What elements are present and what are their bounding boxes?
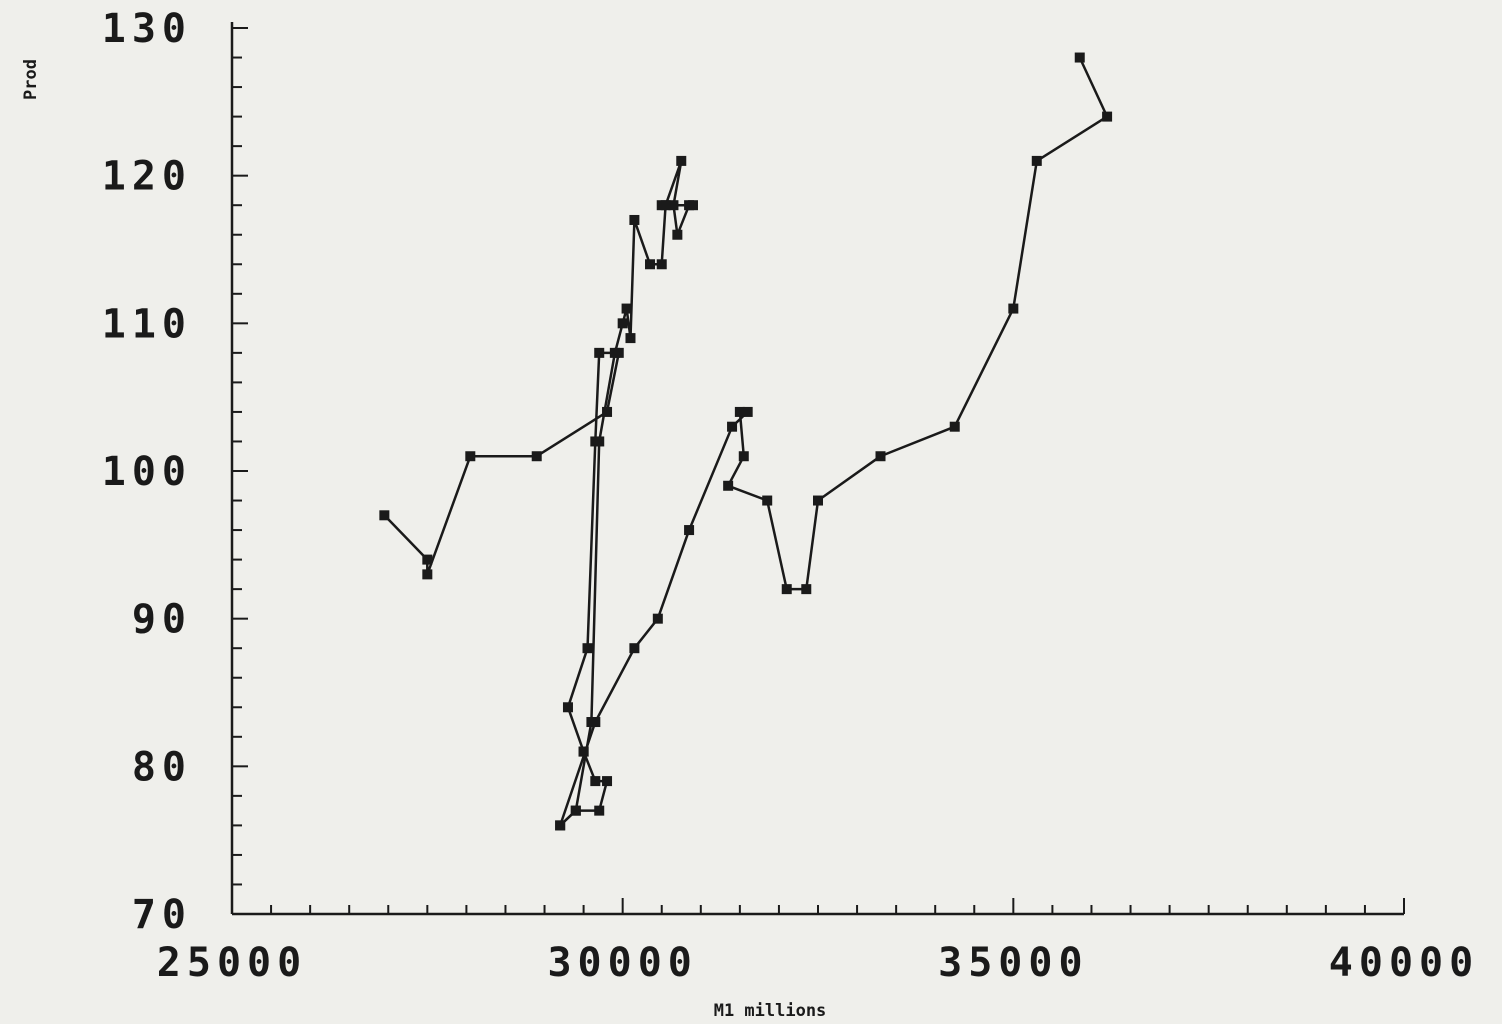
y-tick-label: 110 [102, 301, 192, 347]
data-point [645, 259, 656, 270]
y-tick-label: 70 [132, 892, 192, 938]
data-point [629, 214, 640, 225]
y-tick-label: 80 [132, 744, 192, 790]
data-point [609, 347, 620, 358]
data-point [602, 406, 613, 417]
x-axis-label: M1 millions [714, 1001, 827, 1021]
data-point [422, 569, 433, 580]
data-point [582, 643, 593, 654]
data-point [668, 200, 679, 211]
data-point [734, 406, 745, 417]
data-point [727, 421, 738, 432]
data-point [531, 451, 542, 462]
data-point [656, 259, 667, 270]
data-point [555, 820, 566, 831]
data-point [590, 776, 601, 787]
data-point [422, 554, 433, 565]
data-point [801, 584, 812, 595]
data-point [652, 613, 663, 624]
data-point [586, 717, 597, 728]
x-tick-label: 35000 [938, 940, 1088, 986]
y-tick-label: 90 [132, 597, 192, 643]
data-point [594, 436, 605, 447]
data-point [621, 303, 632, 314]
data-point [687, 200, 698, 211]
data-point [676, 155, 687, 166]
data-point [629, 643, 640, 654]
data-point [762, 495, 773, 506]
data-point [602, 776, 613, 787]
y-tick-label: 100 [102, 449, 192, 495]
series-line [559, 159, 695, 827]
series-2 [555, 155, 698, 831]
series-line [383, 56, 1109, 827]
data-point [742, 406, 753, 417]
x-tick-label: 40000 [1329, 940, 1479, 986]
data-point [562, 702, 573, 713]
tick-labels: 25000 30000 35000 40000 70 80 90 100 110 120 130 [102, 6, 1479, 986]
y-tick-label: 120 [102, 154, 192, 200]
data-point [949, 421, 960, 432]
data-point [1102, 111, 1113, 122]
axes [230, 22, 1404, 916]
data-point [594, 805, 605, 816]
data-point [570, 805, 581, 816]
data-point [1008, 303, 1019, 314]
x-tick-label: 25000 [157, 940, 307, 986]
data-point [465, 451, 476, 462]
data-point [738, 451, 749, 462]
data-point [1074, 52, 1085, 63]
data-point [723, 480, 734, 491]
x-tick-label: 30000 [547, 940, 697, 986]
data-point [379, 510, 390, 521]
data-point [672, 229, 683, 240]
data-point [625, 333, 636, 344]
data-point [617, 318, 628, 329]
data-point [875, 451, 886, 462]
data-point [1031, 155, 1042, 166]
data-point [594, 347, 605, 358]
data-point [578, 746, 589, 757]
data-point [813, 495, 823, 506]
series-layer [379, 52, 1113, 831]
data-point [684, 525, 695, 536]
y-tick-label: 130 [102, 6, 192, 52]
data-point [656, 200, 667, 211]
data-point [781, 584, 792, 595]
y-axis-label: Prod [21, 59, 41, 100]
ticks [231, 27, 1405, 915]
series-1 [379, 52, 1113, 831]
